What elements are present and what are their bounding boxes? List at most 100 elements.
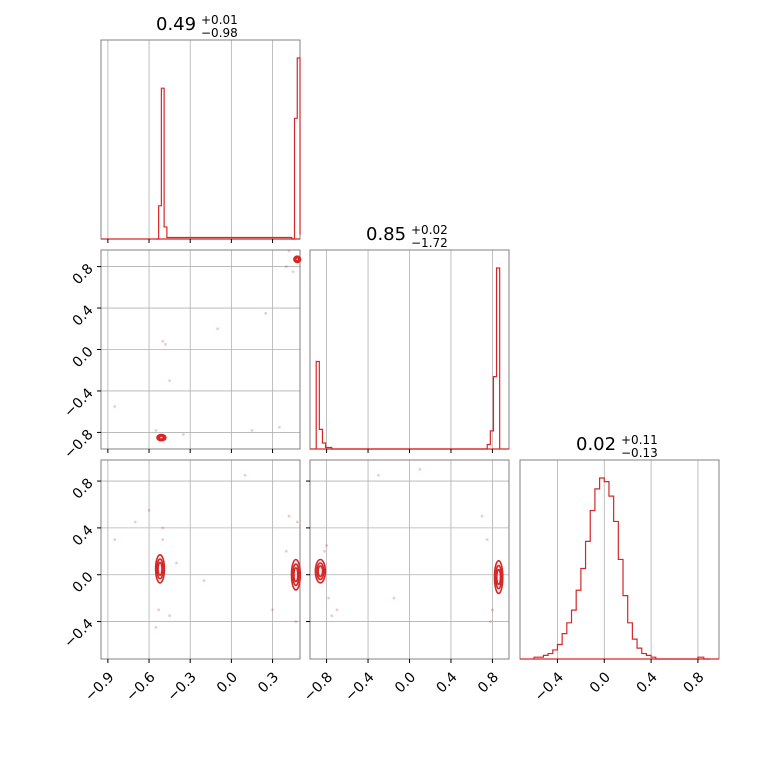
x-tick-label: 0.4	[634, 669, 661, 696]
scatter-point	[418, 467, 422, 471]
x-tick-label: −0.8	[301, 669, 336, 704]
x-tick-label: 0.3	[255, 669, 282, 696]
title-minus: −0.13	[621, 446, 658, 460]
contour-level	[293, 567, 299, 583]
scatter-point	[330, 614, 334, 618]
scatter-point	[181, 433, 185, 436]
scatter-point	[175, 561, 178, 565]
scatter-point	[164, 342, 167, 346]
scatter-point	[325, 544, 328, 547]
scatter-point	[295, 520, 299, 524]
scatter-point	[161, 538, 165, 541]
x-tick-label: −0.4	[532, 669, 567, 704]
contour-level	[290, 558, 302, 591]
scatter-point	[113, 405, 117, 408]
histogram-0	[155, 57, 301, 240]
scatter-point	[133, 520, 137, 524]
scatter-point	[161, 339, 165, 343]
scatter-point	[147, 508, 151, 512]
scatter-point	[291, 270, 295, 274]
contour-level	[316, 562, 325, 581]
scatter-point	[161, 526, 165, 530]
contour-fill	[293, 256, 301, 263]
scatter-point	[392, 596, 396, 600]
title-plus: +0.02	[411, 223, 448, 237]
x-tick-label: 0.8	[475, 669, 502, 696]
y-tick-label: 0.8	[70, 475, 97, 502]
x-tick-label: 0.0	[587, 669, 614, 696]
panel-frame	[100, 459, 301, 660]
histogram-2	[533, 477, 710, 660]
panel-1-0	[100, 249, 301, 450]
contour-fill	[155, 554, 165, 584]
panel-0-0	[100, 39, 301, 240]
contour-level	[158, 435, 165, 440]
contour-level	[156, 558, 164, 580]
panel-1-1	[309, 249, 510, 450]
y-tick-label: 0.0	[70, 569, 97, 596]
scatter-point	[216, 327, 220, 331]
scatter-point	[154, 625, 158, 629]
contour-level	[294, 257, 300, 262]
histogram-1	[315, 267, 501, 450]
y-tick-label: 0.4	[70, 522, 97, 549]
contour-level	[317, 565, 324, 578]
x-tick-label: −0.6	[123, 669, 158, 704]
contour-level	[494, 564, 503, 590]
scatter-point	[491, 608, 494, 612]
title-param-2: 0.02 +0.11 −0.13	[576, 433, 658, 460]
title-value: 0.85	[366, 224, 406, 245]
x-tick-label: 0.4	[434, 669, 461, 696]
scatter-point	[113, 538, 117, 541]
contour-level	[495, 568, 502, 586]
contour-level	[293, 255, 302, 264]
title-value: 0.49	[156, 14, 196, 35]
scatter-point	[168, 614, 172, 618]
panel-2-2	[519, 459, 720, 660]
scatter-point	[243, 473, 247, 477]
x-tick-label: −0.3	[164, 669, 199, 704]
scatter-point	[287, 514, 291, 518]
contour-level	[156, 433, 167, 442]
y-tick-label: 0.0	[70, 344, 97, 371]
contour-fill	[291, 558, 301, 591]
title-param-1: 0.85 +0.02 −1.72	[366, 223, 448, 250]
scatter-point	[157, 608, 161, 612]
title-minus: −0.98	[201, 26, 238, 40]
title-minus: −1.72	[411, 236, 448, 250]
scatter-point	[284, 265, 288, 268]
contour-level	[493, 559, 504, 595]
contour-level	[157, 561, 163, 576]
scatter-point	[327, 596, 331, 600]
title-plus: +0.01	[201, 13, 238, 27]
contour-level	[292, 563, 300, 587]
scatter-point	[335, 608, 339, 612]
contour-level	[314, 558, 327, 584]
scatter-point	[488, 620, 492, 623]
y-tick-label: 0.4	[70, 302, 97, 329]
x-tick-label: 0.0	[392, 669, 419, 696]
panel-2-0	[100, 459, 301, 660]
scatter-point	[323, 549, 326, 553]
scatter-point	[284, 549, 288, 553]
scatter-point	[250, 428, 254, 432]
x-tick-label: 0.0	[214, 669, 241, 696]
scatter-point	[485, 538, 489, 541]
y-tick-label: 0.8	[70, 261, 97, 288]
scatter-point	[168, 379, 172, 382]
x-tick-label: −0.9	[82, 669, 117, 704]
scatter-point	[287, 249, 291, 253]
scatter-point	[154, 428, 158, 432]
contour-level	[154, 554, 166, 584]
scatter-point	[278, 425, 281, 429]
scatter-point	[480, 514, 484, 518]
scatter-point	[271, 608, 274, 612]
title-value: 0.02	[576, 434, 616, 455]
title-plus: +0.11	[621, 433, 658, 447]
x-tick-label: −0.4	[342, 669, 377, 704]
scatter-point	[202, 579, 206, 582]
title-param-0: 0.49 +0.01 −0.98	[156, 13, 238, 40]
contour-fill	[494, 559, 504, 595]
x-tick-label: 0.8	[680, 669, 707, 696]
